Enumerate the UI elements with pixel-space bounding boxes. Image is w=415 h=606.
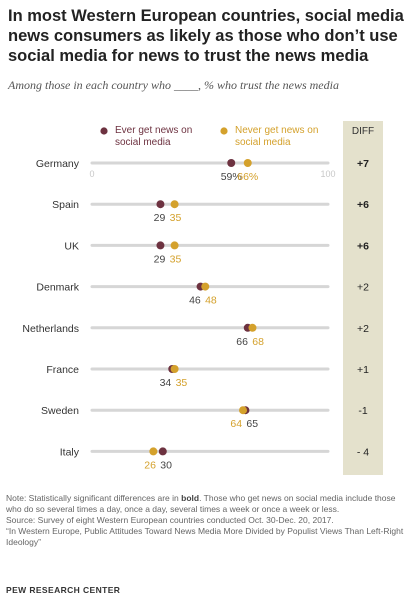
value-label-never: 35 — [176, 377, 188, 389]
dot-never — [239, 406, 248, 415]
diff-value: +1 — [357, 364, 369, 376]
dot-never — [243, 159, 252, 167]
legend-never-label: Never get news on social media — [235, 125, 318, 148]
value-label-never: 66% — [237, 171, 258, 183]
dot-ever — [156, 241, 165, 250]
category-label: Netherlands — [22, 323, 79, 335]
value-label-ever: 66 — [236, 336, 248, 348]
value-label-ever: 29 — [154, 253, 166, 265]
diff-value: - 4 — [357, 446, 369, 458]
value-label-ever: 46 — [189, 295, 201, 307]
report-title: “In Western Europe, Public Attitudes Tow… — [6, 526, 404, 547]
diff-value: +2 — [357, 323, 369, 335]
diff-value: +7 — [357, 158, 369, 170]
category-label: Denmark — [36, 282, 79, 294]
category-label: Sweden — [41, 405, 79, 417]
note-text: Note: Statistically significant differen… — [6, 493, 396, 514]
value-label-ever: 59% — [221, 171, 242, 183]
chart-subtitle: Among those in each country who ____, % … — [8, 78, 339, 92]
dot-never — [170, 365, 179, 373]
value-label-ever: 34 — [160, 377, 172, 389]
axis-tick-label: 100 — [320, 169, 335, 179]
diff-value: +6 — [357, 240, 369, 252]
chart-title: In most Western European countries, soci… — [8, 7, 404, 65]
diff-value: -1 — [358, 405, 367, 417]
category-label: France — [46, 364, 79, 376]
value-label-ever: 30 — [160, 459, 172, 471]
legend-ever-label: Ever get news on social media — [115, 125, 192, 148]
value-label-ever: 29 — [154, 212, 166, 224]
value-label-never: 35 — [170, 253, 182, 265]
source-text: Source: Survey of eight Western European… — [6, 515, 334, 525]
category-label: Italy — [60, 446, 80, 458]
dot-ever — [227, 159, 236, 167]
value-label-never: 26 — [144, 459, 156, 471]
diff-header: DIFF — [352, 126, 374, 137]
legend-ever-marker — [100, 127, 108, 135]
category-label: UK — [64, 240, 79, 252]
dot-never — [170, 200, 179, 209]
value-label-ever: 65 — [246, 418, 258, 430]
dot-ever — [158, 447, 167, 456]
value-label-never: 68 — [252, 336, 264, 348]
dot-plot-chart: DIFF Ever get news on social media Never ge… — [22, 121, 383, 475]
axis-tick-label: 0 — [89, 169, 94, 179]
chart-notes: Note: Statistically significant differen… — [6, 493, 411, 548]
diff-value: +6 — [357, 199, 369, 211]
value-label-never: 64 — [230, 418, 242, 430]
diff-column-bg — [343, 121, 383, 475]
dot-never — [201, 282, 210, 291]
diff-value: +2 — [357, 282, 369, 294]
dot-never — [170, 241, 179, 250]
value-label-never: 48 — [205, 295, 217, 307]
category-label: Spain — [52, 199, 79, 211]
pew-credit: PEW RESEARCH CENTER — [6, 585, 121, 595]
dot-ever — [156, 200, 165, 209]
category-label: Germany — [36, 158, 80, 170]
dot-never — [248, 323, 257, 332]
dot-never — [149, 447, 158, 456]
value-label-never: 35 — [170, 212, 182, 224]
legend-never-marker — [220, 127, 228, 135]
